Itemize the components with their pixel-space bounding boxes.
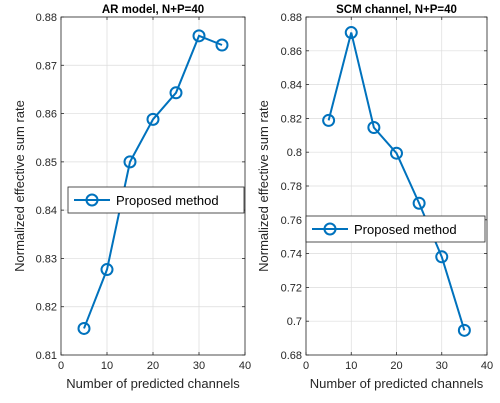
data-point [435,250,449,264]
data-point [146,112,160,126]
y-tick-label: 0.86 [36,109,57,121]
y-tick-label: 0.82 [36,302,57,314]
y-tick-label: 0.83 [36,253,57,265]
data-point [100,263,114,277]
data-point [344,26,358,40]
y-tick-label: 0.84 [281,80,302,92]
data-point [390,146,403,160]
y-tick-label: 0.81 [36,350,57,362]
x-tick-label: 0 [303,360,309,372]
y-tick-label: 0.72 [281,282,302,294]
legend-label: Proposed method [116,193,219,208]
data-point [412,196,426,210]
x-tick-label: 0 [58,360,64,372]
y-tick-label: 0.84 [36,205,57,217]
x-tick-label: 30 [436,360,448,372]
y-tick-label: 0.78 [281,181,302,193]
chart-panel-1: 0 10 20 30 40 0.81 0.82 0.83 0.84 0.85 0.86 0.87 0.8… [12,4,251,391]
data-point [322,113,336,127]
y-tick-label: 0.87 [36,60,57,72]
data-point [215,38,229,52]
x-tick-label: 20 [147,360,159,372]
y-tick-label: 0.86 [281,46,302,58]
series-line [83,34,223,329]
y-tick-label: 0.82 [281,113,302,125]
legend: Proposed method [305,215,486,243]
chart-title: AR model, N+P=40 [102,4,204,16]
y-tick-label: 0.8 [287,147,302,159]
legend-marker-sample [85,193,99,207]
series-line [327,32,466,331]
legend-marker-sample [323,222,337,236]
data-point [77,321,91,335]
data-point [192,29,206,43]
y-axis-label: Normalized effective sum rate [256,100,271,272]
data-point [123,155,137,169]
legend: Proposed method [67,186,245,214]
x-tick-label: 40 [481,360,493,372]
x-tick-label: 30 [193,360,205,372]
data-point [457,323,471,337]
x-tick-label: 10 [345,360,357,372]
data-point [367,121,381,135]
x-tick-label: 20 [390,360,402,372]
y-axis-label: Normalized effective sum rate [12,100,27,272]
y-tick-label: 0.88 [281,12,302,24]
x-axis-label: Number of predicted channels [310,376,484,391]
y-tick-label: 0.85 [36,157,57,169]
y-tick-label: 0.76 [281,215,302,227]
chart-panel-2: 0 10 20 30 40 0.68 0.7 0.72 0.74 0.76 0.78 0.8 0.82 0… [256,4,493,391]
legend-label: Proposed method [354,222,457,237]
y-tick-label: 0.74 [281,249,302,261]
x-tick-label: 10 [101,360,113,372]
x-axis-label: Number of predicted channels [66,376,240,391]
chart-title: SCM channel, N+P=40 [336,4,457,16]
data-point [169,86,183,100]
y-tick-label: 0.68 [281,350,302,362]
y-tick-label: 0.7 [287,316,302,328]
x-tick-label: 40 [239,360,251,372]
y-tick-label: 0.88 [36,12,57,24]
